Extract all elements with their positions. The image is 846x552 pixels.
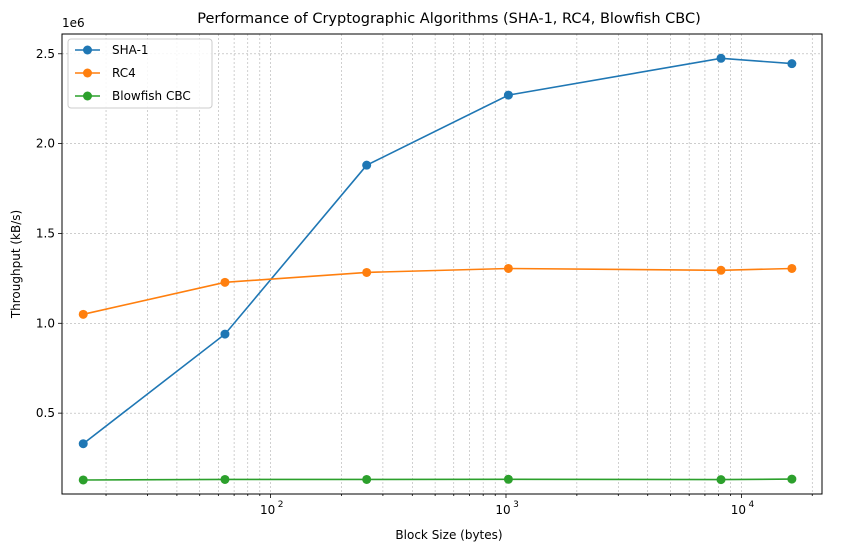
data-point-sha-1	[716, 53, 726, 63]
legend-item-blowfish-cbc: Blowfish CBC	[75, 89, 191, 103]
data-point-blowfish-cbc	[503, 474, 513, 484]
x-tick-label: 10	[731, 503, 746, 517]
y-offset-label: 1e6	[62, 16, 85, 30]
legend-item-sha-1: SHA-1	[75, 43, 149, 57]
legend-label-blowfish-cbc: Blowfish CBC	[112, 89, 191, 103]
data-point-blowfish-cbc	[716, 475, 726, 485]
data-point-sha-1	[220, 329, 230, 339]
legend-marker-rc4	[83, 68, 92, 78]
legend-label-sha-1: SHA-1	[112, 43, 149, 57]
data-point-sha-1	[78, 439, 88, 449]
data-point-rc4	[503, 263, 513, 273]
series-line-blowfish-cbc	[83, 478, 792, 481]
y-tick-label: 2.0	[36, 137, 55, 151]
x-tick-label-exponent: 4	[749, 500, 755, 510]
chart-title: Performance of Cryptographic Algorithms …	[197, 11, 701, 27]
data-point-sha-1	[362, 160, 372, 170]
legend: SHA-1 RC4 Blowfish CBC	[67, 38, 213, 109]
legend-item-rc4: RC4	[75, 66, 136, 80]
data-point-rc4	[362, 267, 372, 277]
y-tick-label: 1.5	[36, 226, 55, 240]
ticks: 0.51.01.52.02.510 2 10 3 10 4	[36, 47, 813, 517]
data-point-rc4	[716, 265, 726, 275]
series-line-sha-1	[82, 57, 792, 445]
y-axis-label: Throughput (kB/s)	[9, 210, 23, 319]
x-axis-label: Block Size (bytes)	[395, 528, 502, 542]
y-tick-label: 1.0	[36, 316, 55, 330]
x-tick-label: 10	[495, 503, 510, 517]
x-tick-label: 10	[260, 503, 275, 517]
series-line-rc4	[83, 267, 792, 316]
grid	[62, 34, 822, 494]
x-tick-label-exponent: 2	[278, 500, 284, 510]
data-point-blowfish-cbc	[362, 474, 372, 484]
y-tick-label: 2.5	[36, 47, 55, 61]
x-tick-label-exponent: 3	[513, 500, 519, 510]
data-point-rc4	[787, 263, 797, 273]
series-layer	[78, 53, 797, 485]
data-point-rc4	[78, 309, 88, 319]
axes-frame	[61, 33, 823, 495]
legend-label-rc4: RC4	[112, 66, 136, 80]
data-point-blowfish-cbc	[78, 475, 88, 485]
data-point-blowfish-cbc	[220, 474, 230, 484]
data-point-blowfish-cbc	[787, 474, 797, 484]
y-tick-label: 0.5	[36, 406, 55, 420]
data-point-rc4	[220, 277, 230, 287]
legend-marker-blowfish-cbc	[83, 91, 92, 101]
legend-marker-sha-1	[83, 45, 92, 55]
legend-box	[67, 38, 213, 109]
data-point-sha-1	[503, 90, 513, 100]
data-point-sha-1	[787, 59, 797, 69]
